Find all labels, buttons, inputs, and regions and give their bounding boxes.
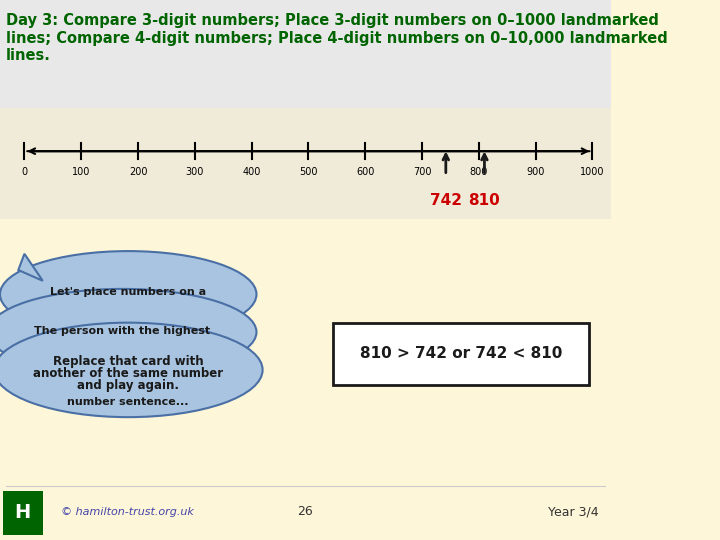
FancyBboxPatch shape xyxy=(0,108,611,219)
Text: Year 3/4: Year 3/4 xyxy=(548,505,598,518)
FancyBboxPatch shape xyxy=(333,322,589,384)
Ellipse shape xyxy=(0,251,256,338)
Text: 810 > 742 or 742 < 810: 810 > 742 or 742 < 810 xyxy=(360,346,562,361)
FancyBboxPatch shape xyxy=(0,0,611,108)
Polygon shape xyxy=(18,254,42,281)
Text: 700: 700 xyxy=(413,167,431,178)
Text: 742: 742 xyxy=(430,193,462,208)
Text: 100: 100 xyxy=(72,167,91,178)
FancyBboxPatch shape xyxy=(3,491,42,535)
Text: Let's place numbers on a: Let's place numbers on a xyxy=(50,287,207,296)
Text: 800: 800 xyxy=(469,167,488,178)
Text: Replace that card with: Replace that card with xyxy=(53,355,204,368)
Text: and play again.: and play again. xyxy=(77,379,179,392)
Text: 500: 500 xyxy=(299,167,318,178)
Text: © hamilton-trust.org.uk: © hamilton-trust.org.uk xyxy=(61,507,194,517)
Text: 900: 900 xyxy=(526,167,545,178)
Text: 0: 0 xyxy=(22,167,27,178)
Text: The person with the highest: The person with the highest xyxy=(34,326,210,336)
Text: number sentence...: number sentence... xyxy=(68,397,189,407)
Text: H: H xyxy=(14,503,31,523)
Text: 600: 600 xyxy=(356,167,374,178)
Ellipse shape xyxy=(0,289,256,375)
Text: 1000: 1000 xyxy=(580,167,605,178)
Text: 400: 400 xyxy=(243,167,261,178)
Text: 200: 200 xyxy=(129,167,148,178)
Text: another of the same number: another of the same number xyxy=(33,367,223,380)
Text: Day 3: Compare 3-digit numbers; Place 3-digit numbers on 0–1000 landmarked
lines: Day 3: Compare 3-digit numbers; Place 3-… xyxy=(6,14,668,63)
Ellipse shape xyxy=(0,322,263,417)
Text: 810: 810 xyxy=(469,193,500,208)
Text: 300: 300 xyxy=(186,167,204,178)
Text: 26: 26 xyxy=(297,505,313,518)
